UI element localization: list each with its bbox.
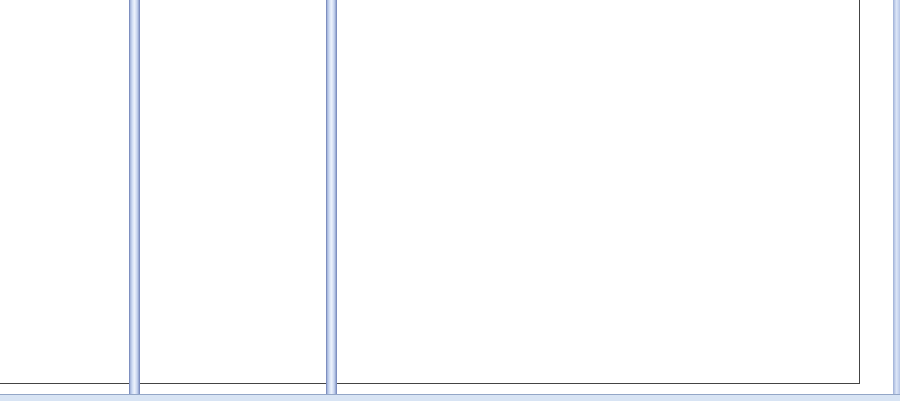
right-edge-strip (893, 0, 900, 400)
weekly-panel-title (141, 2, 144, 12)
horizontal-scrollbar[interactable] (0, 394, 900, 401)
price-axis-line (859, 0, 860, 383)
crosshair-date-badge (775, 384, 781, 394)
time-axis-line (0, 383, 860, 384)
panel-splitter-weekly-daily[interactable] (326, 0, 337, 400)
daily-panel-title (339, 2, 342, 12)
panel-splitter-monthly-weekly[interactable] (129, 0, 140, 400)
